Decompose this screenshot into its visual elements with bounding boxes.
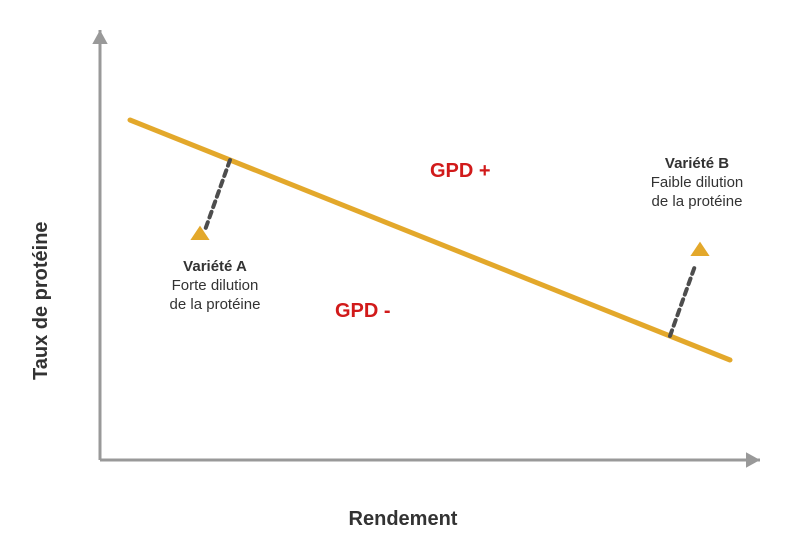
variety-b-line2: Faible dilution (651, 174, 744, 191)
gpd-plus-label: GPD + (430, 160, 491, 183)
variety-b-title: Variété B (617, 155, 777, 174)
variety-a-line2: Forte dilution (172, 277, 259, 294)
x-axis-label: Rendement (0, 508, 806, 531)
variety-a-title: Variété A (140, 258, 290, 277)
chart-svg (0, 0, 806, 553)
y-axis-label: Taux de protéine (30, 221, 53, 380)
variety-a-annotation: Variété A Forte dilution de la protéine (140, 258, 290, 314)
protein-yield-chart: Rendement Taux de protéine GPD + GPD - V… (0, 0, 806, 553)
gpd-minus-label: GPD - (335, 300, 391, 323)
variety-a-line3: de la protéine (170, 296, 261, 313)
variety-b-annotation: Variété B Faible dilution de la protéine (617, 155, 777, 211)
variety-b-line3: de la protéine (652, 193, 743, 210)
